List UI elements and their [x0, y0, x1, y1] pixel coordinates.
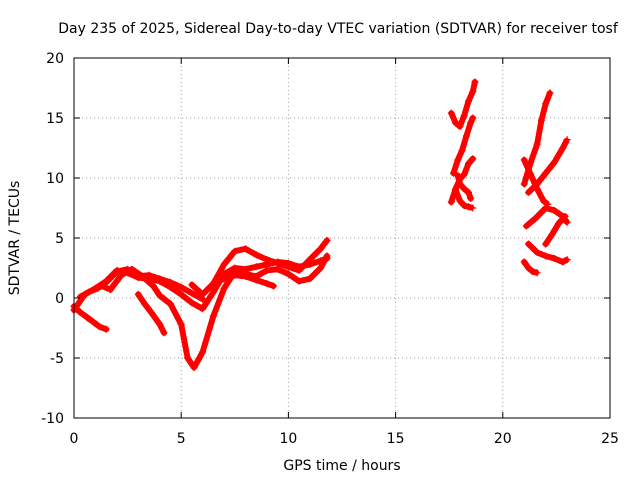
data-series-arc5 [134, 290, 168, 337]
data-trace [525, 241, 571, 265]
x-tick-label: 0 [70, 431, 79, 447]
data-series-arc9 [449, 114, 477, 177]
data-trace [71, 303, 110, 333]
data-trace [98, 253, 330, 371]
x-tick-label: 15 [387, 431, 405, 447]
data-series-arc4 [98, 252, 331, 372]
y-tick-label: 0 [55, 291, 64, 307]
y-tick-label: -5 [50, 351, 64, 367]
data-series-arc17 [525, 240, 571, 266]
x-tick-label: 5 [177, 431, 186, 447]
data-series-arc7 [209, 271, 277, 290]
data-trace [521, 259, 541, 276]
y-tick-label: 5 [55, 231, 64, 247]
data-series-arc19 [542, 212, 569, 248]
data-points [70, 78, 571, 372]
x-tick-label: 20 [494, 431, 512, 447]
chart-title: Day 235 of 2025, Sidereal Day-to-day VTE… [58, 21, 619, 37]
data-trace [454, 172, 474, 202]
data-trace [450, 115, 476, 177]
grid-lines [74, 58, 610, 418]
data-series-arc8 [447, 78, 479, 130]
data-trace [452, 187, 476, 211]
y-tick-label: -10 [41, 411, 64, 427]
data-series-arc12 [454, 172, 475, 202]
y-axis-label: SDTVAR / TECUs [7, 181, 23, 296]
data-trace [521, 157, 551, 208]
data-trace [210, 272, 277, 289]
x-tick-label: 25 [601, 431, 619, 447]
data-series-arc2 [70, 302, 110, 333]
data-trace [525, 136, 571, 196]
data-series-arc15 [525, 136, 571, 196]
data-series-arc1 [70, 254, 331, 314]
data-trace [448, 79, 478, 130]
data-series-arc18 [520, 258, 541, 277]
data-trace [542, 213, 568, 247]
y-tick-label: 15 [46, 111, 64, 127]
y-tick-label: 20 [46, 51, 64, 67]
data-series-arc11 [452, 186, 477, 212]
y-tick-label: 10 [46, 171, 64, 187]
x-tick-label: 10 [279, 431, 297, 447]
data-trace [135, 291, 167, 336]
x-axis-label: GPS time / hours [283, 458, 400, 474]
axis-ticks: 0 5 10 15 20 25 -10 -5 0 5 10 15 20 [41, 51, 619, 447]
